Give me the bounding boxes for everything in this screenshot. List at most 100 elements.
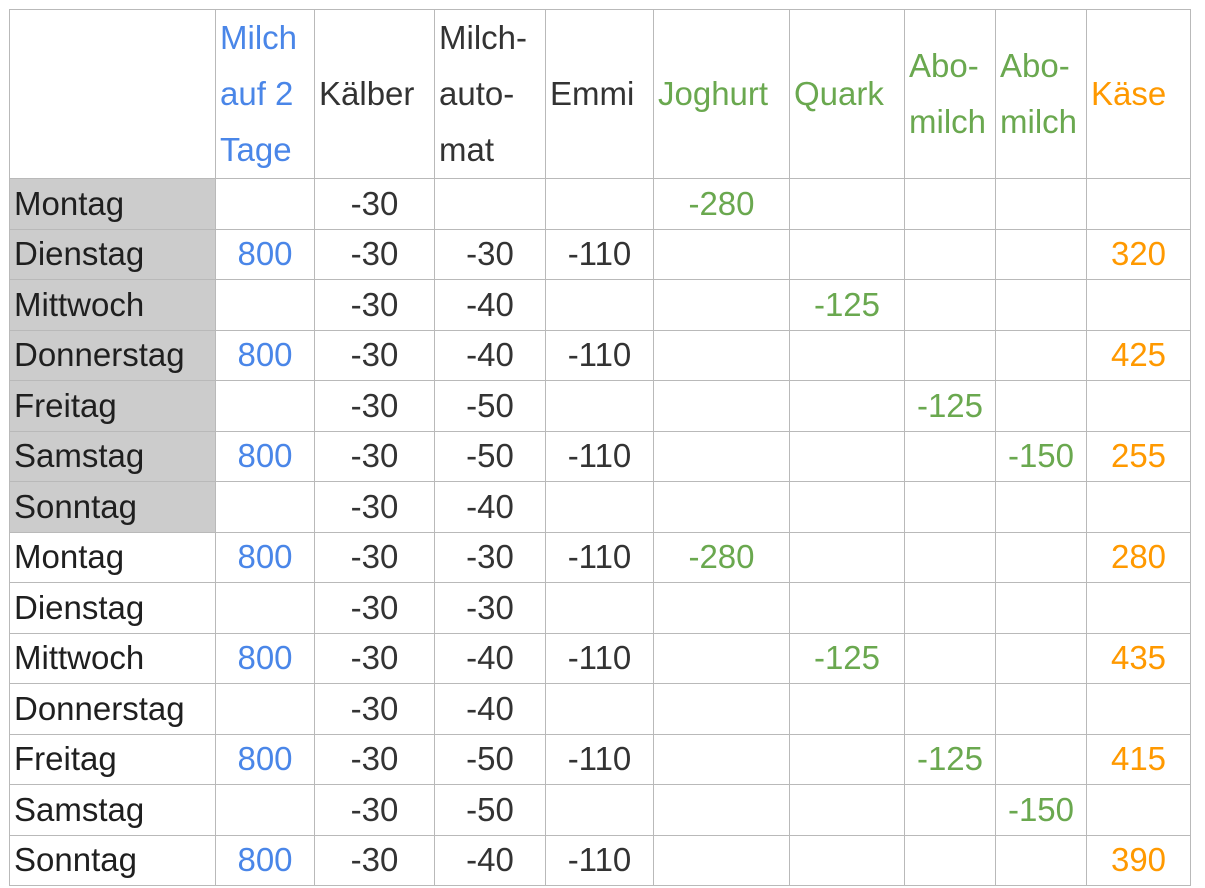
cell-automat[interactable]: -50 — [434, 733, 546, 785]
cell-quark[interactable] — [789, 380, 905, 432]
cell-abo2[interactable]: -150 — [995, 430, 1087, 482]
cell-abo2[interactable] — [995, 178, 1087, 230]
cell-day[interactable]: Montag — [9, 178, 216, 230]
cell-emmi[interactable] — [545, 683, 654, 735]
cell-milch[interactable] — [215, 582, 315, 634]
cell-kaelber[interactable]: -30 — [314, 834, 435, 886]
cell-quark[interactable] — [789, 531, 905, 583]
cell-milch[interactable] — [215, 683, 315, 735]
cell-abo1[interactable] — [904, 228, 996, 280]
header-kaese[interactable]: Käse — [1086, 9, 1191, 179]
cell-emmi[interactable] — [545, 784, 654, 836]
cell-joghurt[interactable] — [653, 430, 790, 482]
cell-abo2[interactable] — [995, 329, 1087, 381]
cell-emmi[interactable]: -110 — [545, 531, 654, 583]
cell-milch[interactable]: 800 — [215, 430, 315, 482]
cell-quark[interactable] — [789, 430, 905, 482]
cell-day[interactable]: Dienstag — [9, 228, 216, 280]
cell-kaese[interactable] — [1086, 279, 1191, 331]
cell-automat[interactable] — [434, 178, 546, 230]
cell-day[interactable]: Montag — [9, 531, 216, 583]
cell-kaese[interactable] — [1086, 380, 1191, 432]
cell-abo1[interactable] — [904, 784, 996, 836]
cell-automat[interactable]: -40 — [434, 329, 546, 381]
cell-milch[interactable]: 800 — [215, 632, 315, 684]
cell-kaelber[interactable]: -30 — [314, 481, 435, 533]
cell-emmi[interactable] — [545, 481, 654, 533]
cell-joghurt[interactable]: -280 — [653, 178, 790, 230]
cell-day[interactable]: Sonntag — [9, 481, 216, 533]
cell-abo2[interactable] — [995, 582, 1087, 634]
header-abomilch-1[interactable]: Abo-milch — [904, 9, 996, 179]
cell-abo1[interactable] — [904, 834, 996, 886]
cell-milch[interactable]: 800 — [215, 834, 315, 886]
cell-quark[interactable] — [789, 834, 905, 886]
cell-emmi[interactable]: -110 — [545, 733, 654, 785]
header-emmi[interactable]: Emmi — [545, 9, 654, 179]
cell-kaese[interactable] — [1086, 582, 1191, 634]
cell-joghurt[interactable] — [653, 329, 790, 381]
cell-abo1[interactable]: -125 — [904, 733, 996, 785]
cell-quark[interactable] — [789, 481, 905, 533]
cell-day[interactable]: Freitag — [9, 733, 216, 785]
cell-abo1[interactable] — [904, 632, 996, 684]
header-day[interactable] — [9, 9, 216, 179]
cell-emmi[interactable]: -110 — [545, 632, 654, 684]
cell-kaese[interactable]: 425 — [1086, 329, 1191, 381]
cell-abo1[interactable] — [904, 430, 996, 482]
cell-automat[interactable]: -40 — [434, 481, 546, 533]
cell-abo2[interactable]: -150 — [995, 784, 1087, 836]
cell-joghurt[interactable] — [653, 279, 790, 331]
cell-joghurt[interactable] — [653, 784, 790, 836]
cell-day[interactable]: Donnerstag — [9, 329, 216, 381]
cell-abo2[interactable] — [995, 834, 1087, 886]
cell-emmi[interactable] — [545, 279, 654, 331]
cell-kaelber[interactable]: -30 — [314, 531, 435, 583]
cell-abo2[interactable] — [995, 531, 1087, 583]
cell-kaese[interactable] — [1086, 683, 1191, 735]
cell-milch[interactable]: 800 — [215, 733, 315, 785]
cell-abo2[interactable] — [995, 733, 1087, 785]
cell-quark[interactable] — [789, 784, 905, 836]
cell-abo2[interactable] — [995, 683, 1087, 735]
cell-abo2[interactable] — [995, 481, 1087, 533]
cell-abo2[interactable] — [995, 279, 1087, 331]
cell-kaelber[interactable]: -30 — [314, 178, 435, 230]
cell-automat[interactable]: -30 — [434, 582, 546, 634]
cell-quark[interactable] — [789, 178, 905, 230]
header-joghurt[interactable]: Joghurt — [653, 9, 790, 179]
header-milch[interactable]: Milch auf 2 Tage — [215, 9, 315, 179]
cell-milch[interactable] — [215, 784, 315, 836]
cell-abo2[interactable] — [995, 228, 1087, 280]
cell-kaelber[interactable]: -30 — [314, 430, 435, 482]
cell-kaese[interactable]: 320 — [1086, 228, 1191, 280]
header-milchautomat[interactable]: Milch-auto-mat — [434, 9, 546, 179]
cell-automat[interactable]: -40 — [434, 834, 546, 886]
cell-emmi[interactable]: -110 — [545, 228, 654, 280]
cell-emmi[interactable] — [545, 178, 654, 230]
cell-automat[interactable]: -30 — [434, 531, 546, 583]
cell-joghurt[interactable] — [653, 834, 790, 886]
cell-joghurt[interactable] — [653, 380, 790, 432]
cell-automat[interactable]: -40 — [434, 279, 546, 331]
cell-quark[interactable] — [789, 582, 905, 634]
cell-kaese[interactable]: 415 — [1086, 733, 1191, 785]
cell-kaelber[interactable]: -30 — [314, 683, 435, 735]
cell-milch[interactable]: 800 — [215, 329, 315, 381]
cell-kaese[interactable]: 280 — [1086, 531, 1191, 583]
cell-kaelber[interactable]: -30 — [314, 733, 435, 785]
cell-kaelber[interactable]: -30 — [314, 784, 435, 836]
cell-kaelber[interactable]: -30 — [314, 632, 435, 684]
cell-automat[interactable]: -30 — [434, 228, 546, 280]
cell-emmi[interactable] — [545, 380, 654, 432]
cell-kaese[interactable] — [1086, 481, 1191, 533]
cell-milch[interactable] — [215, 481, 315, 533]
cell-joghurt[interactable] — [653, 481, 790, 533]
cell-abo2[interactable] — [995, 632, 1087, 684]
cell-milch[interactable] — [215, 279, 315, 331]
cell-automat[interactable]: -50 — [434, 380, 546, 432]
cell-emmi[interactable]: -110 — [545, 834, 654, 886]
cell-kaelber[interactable]: -30 — [314, 380, 435, 432]
cell-day[interactable]: Dienstag — [9, 582, 216, 634]
cell-kaelber[interactable]: -30 — [314, 228, 435, 280]
